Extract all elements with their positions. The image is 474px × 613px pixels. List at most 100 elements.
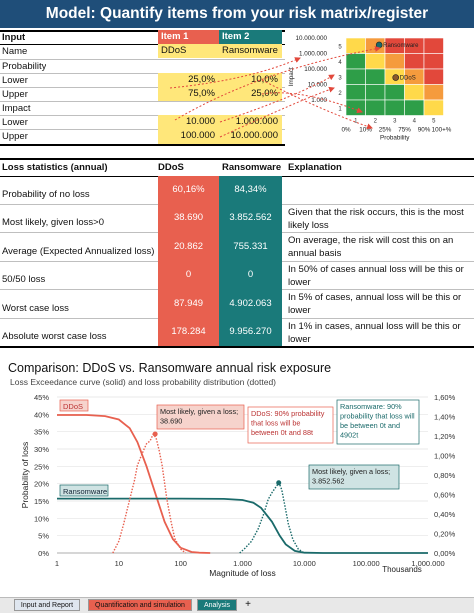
matrix-x-tick: 75% [398, 127, 411, 134]
loss-row-label: Probability of no loss [2, 189, 90, 200]
chart-x-tick: 1.000.000 [411, 559, 444, 568]
svg-text:Most likely, given a loss;: Most likely, given a loss; [312, 467, 390, 476]
row-label-prob-upper: Upper [2, 89, 28, 100]
series-ddos-distribution [112, 432, 187, 554]
tab-analysis[interactable]: Analysis [197, 599, 237, 611]
row-label-impact: Impact [2, 103, 31, 114]
loss-value-ddos: 20.862 [158, 232, 219, 261]
row-label-impact-lower: Lower [2, 117, 28, 128]
arrow-item1 [169, 57, 301, 89]
arrow-impact-upper [219, 86, 335, 138]
loss-explanation: annual basis [288, 248, 342, 259]
arrow-item2 [174, 45, 381, 121]
matrix-label-ransomware: Ransomware [383, 43, 419, 49]
chart-x-tick: 10.000 [293, 559, 316, 568]
loss-value-ddos: 178.284 [158, 318, 219, 346]
matrix-x-tick: 0% [341, 127, 351, 134]
chart-y-tick: 30% [34, 445, 49, 454]
svg-text:be between 0t and: be between 0t and [340, 421, 400, 430]
loss-value-ddos: 60,16% [158, 176, 219, 204]
loss-explanation: In 5% of cases, annual loss will be this… [288, 292, 462, 303]
matrix-y-tick: 1.000 [311, 97, 327, 104]
svg-text:38.690: 38.690 [160, 417, 182, 426]
item1-name-field[interactable]: DDoS [158, 44, 219, 58]
chart-y2-tick: 1,60% [434, 393, 456, 402]
matrix-x-tick: 90% [418, 127, 431, 134]
matrix-col-number: 4 [413, 119, 417, 125]
loss-row-label: Average (Expected Annualized loss) [2, 245, 155, 257]
label-ransomware: Ransomware [59, 484, 109, 497]
loss-value-ransom: 84,34% [219, 176, 282, 204]
arrow-prob-upper [261, 92, 363, 113]
matrix-x-tick: 100+% [432, 127, 452, 134]
svg-text:that loss will be: that loss will be [251, 419, 300, 428]
annotation-arrows [169, 45, 381, 138]
chart-x-tick: 10 [115, 559, 123, 568]
add-sheet-button[interactable]: + [245, 599, 251, 610]
matrix-col-number: 2 [374, 119, 378, 125]
svg-text:Ransomware: 90%: Ransomware: 90% [340, 402, 402, 411]
item2-name-field[interactable]: Ransomware [219, 44, 282, 58]
series-ransomware-distribution [239, 481, 305, 554]
arrow-impact-lower [219, 74, 335, 123]
item2-header: Item 2 [219, 30, 282, 44]
loss-explanation: lower [288, 334, 311, 345]
matrix-x-tick: 10% [359, 127, 372, 134]
svg-text:4902t: 4902t [340, 431, 358, 440]
chart-y2-tick: 1,40% [434, 413, 456, 422]
chart-y-label: Probability of loss [20, 442, 30, 509]
matrix-col-number: 3 [393, 119, 397, 125]
chart-y2-tick: 1,00% [434, 452, 456, 461]
svg-text:probability that loss will: probability that loss will [340, 412, 415, 421]
item2-prob-lower-field[interactable]: 10,0% [219, 73, 282, 87]
loss-row-label: 50/50 loss [2, 274, 46, 285]
matrix-row-number: 4 [338, 60, 342, 66]
chart-y-tick: 10% [34, 514, 49, 523]
marker-ransomware-most-likely [276, 480, 282, 486]
loss-value-ddos: 38.690 [158, 204, 219, 232]
chart-y2-tick: 0,60% [434, 491, 456, 500]
series-ddos [57, 414, 211, 554]
label-ddos: DDoS [59, 399, 89, 412]
row-label-name: Name [2, 46, 28, 57]
tab-quantification[interactable]: Quantification and simulation [88, 599, 192, 611]
tab-input-report[interactable]: Input and Report [14, 599, 80, 611]
matrix-y-tick: 10.000.000 [295, 35, 327, 42]
svg-text:3.852.562: 3.852.562 [312, 477, 344, 486]
item1-impact-lower-field[interactable]: 10.000 [158, 115, 219, 129]
item1-prob-upper-field[interactable]: 75,0% [158, 87, 219, 101]
chart-x-tick: 1.000 [233, 559, 252, 568]
chart-y-tick: 20% [34, 480, 49, 489]
loss-explanation: In 50% of cases annual loss will be this… [288, 264, 464, 275]
matrix-label-ddos: DDoS [400, 76, 416, 82]
comparison-chart: Comparison: DDoS vs. Ransomware annual r… [0, 355, 474, 595]
chart-y2-tick: 0,20% [434, 530, 456, 539]
item1-impact-upper-field[interactable]: 100.000 [158, 129, 219, 144]
chart-title: Comparison: DDoS vs. Ransomware annual r… [8, 361, 332, 375]
chart-y2-tick: 1,20% [434, 432, 456, 441]
chart-x-label: Magnitude of loss [209, 568, 276, 578]
loss-explanation: lower [288, 277, 311, 288]
chart-y-tick: 5% [38, 532, 49, 541]
loss-col-label: Loss statistics (annual) [2, 162, 108, 173]
loss-row-label: Absolute worst case loss [2, 331, 107, 342]
loss-value-ddos: 87.949 [158, 289, 219, 318]
svg-text:Most likely, given a loss;: Most likely, given a loss; [160, 407, 238, 416]
item2-impact-lower-field[interactable]: 1.000.000 [219, 115, 282, 129]
chart-y2-tick: 0,80% [434, 471, 456, 480]
loss-col-ddos: DDoS [158, 162, 184, 173]
chart-y-tick: 15% [34, 497, 49, 506]
matrix-marker-ddos [392, 74, 400, 81]
annotation-ransomware-90: Ransomware: 90%probability that loss wil… [336, 399, 420, 445]
svg-text:DDoS: 90% probability: DDoS: 90% probability [251, 409, 325, 418]
loss-explanation: lower [288, 305, 311, 316]
loss-row-label: Worst case loss [2, 302, 69, 314]
matrix-y-title: Impact [288, 67, 295, 86]
matrix-y-tick: 10.000 [308, 82, 328, 89]
matrix-row-number: 3 [338, 75, 342, 81]
item2-prob-upper-field[interactable]: 25,0% [219, 87, 282, 101]
item2-impact-upper-field[interactable]: 10.000.000 [219, 129, 282, 144]
annotation-ddos-most-likely: Most likely, given a loss;38.690 [156, 404, 245, 430]
loss-value-ransom: 755.331 [219, 232, 282, 261]
matrix-row-number: 5 [338, 44, 342, 50]
